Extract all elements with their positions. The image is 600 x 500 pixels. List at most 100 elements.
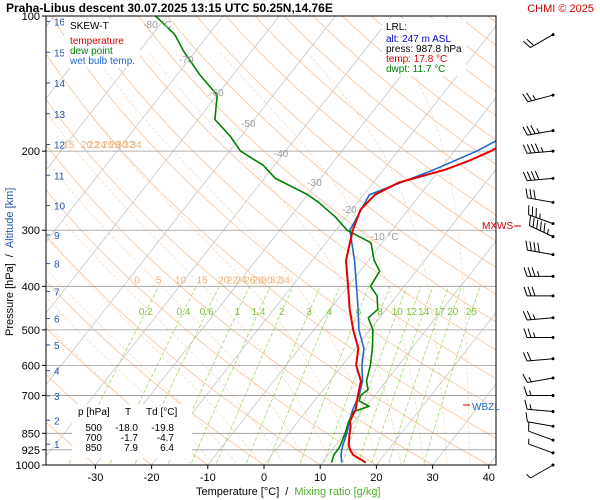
mixing-ratio-label: 0.4 <box>177 307 191 318</box>
altitude-tick-label: 11 <box>54 171 65 182</box>
mixing-ratio-label: 12 <box>406 307 418 318</box>
dry-adiabat-line <box>312 16 496 165</box>
altitude-tick-label: 6 <box>54 315 60 326</box>
potential-temp-label: 10 <box>175 275 187 286</box>
wind-barb-feather <box>526 171 532 181</box>
isotherm-line <box>319 240 496 465</box>
wind-barb-feather <box>526 351 532 361</box>
wind-barb <box>522 92 555 103</box>
lrl-dewpoint: dwpt: 11.7 °C <box>386 64 445 75</box>
wind-barb-feather <box>529 189 532 199</box>
mixing-ratio-line <box>387 286 449 465</box>
wind-barb-station <box>551 451 555 455</box>
potential-temp-label: 28 <box>109 140 121 151</box>
wind-barb-half-feather <box>547 228 549 235</box>
x-axis-label-mixing: Mixing ratio [g/kg] <box>294 486 380 498</box>
potential-temp-label: 34 <box>279 275 291 286</box>
wind-barb-feather <box>537 242 540 253</box>
y-tick-label: 300 <box>22 225 40 237</box>
lrl-title: LRL: <box>386 22 407 33</box>
altitude-tick-label: 7 <box>54 287 60 298</box>
levels-table-cell: 7.9 <box>124 443 138 454</box>
y-axis-label-altitude: Altitude [km] <box>4 188 16 249</box>
x-axis-separator: / <box>285 486 289 498</box>
credit-label: CHMI © 2025 <box>527 3 594 15</box>
y-tick-label: 1000 <box>16 460 40 472</box>
potential-temp-label: 26 <box>244 275 256 286</box>
isotherm-line <box>46 16 112 100</box>
x-tick-label: 0 <box>261 472 267 484</box>
wind-barb <box>522 310 555 321</box>
altitude-tick-label: 10 <box>54 202 66 213</box>
chart-title: Praha-Libus descent 30.07.2025 13:15 UTC… <box>6 1 333 15</box>
dry-adiabat-line <box>46 280 265 465</box>
mixing-ratio-label: 0.6 <box>200 307 214 318</box>
potential-temp-label: 30 <box>261 275 273 286</box>
dry-adiabat-line <box>254 16 496 216</box>
mixing-ratio-label: 10 <box>392 307 404 318</box>
wind-barb-staff <box>527 317 554 321</box>
wind-barb-feather <box>533 189 536 200</box>
mixing-ratio-line <box>190 286 271 465</box>
wind-barb-half-feather <box>526 474 531 479</box>
wind-barb-feather <box>530 125 536 134</box>
dry-adiabat-line <box>46 189 378 465</box>
levels-table: p [hPa] T Td [°C] 500 -18.0 -19.8 700 -1… <box>72 404 192 458</box>
wind-barb-feather <box>530 143 536 153</box>
altitude-tick-label: 15 <box>54 48 66 59</box>
wind-barb-feather <box>543 222 546 233</box>
isotherm-label: -20 <box>342 205 357 216</box>
altitude-tick-label: 5 <box>54 341 60 352</box>
legend-item-wet-bulb: wet bulb temp. <box>69 56 135 67</box>
isotherm-line <box>432 383 496 465</box>
wind-barb-feather <box>533 242 536 252</box>
mixing-ratio-label: 2 <box>279 307 285 318</box>
wind-barb-station <box>551 376 555 380</box>
isotherm-line <box>46 16 168 171</box>
mixing-ratio-label: 14 <box>418 307 430 318</box>
x-tick-label: -30 <box>87 472 103 484</box>
wind-barb-staff <box>528 443 554 454</box>
wind-barb <box>528 438 555 455</box>
moist-adiabat-line <box>46 200 286 465</box>
wind-barb-feather <box>529 241 532 251</box>
wind-barb-feather <box>525 240 528 251</box>
isotherm-line <box>207 97 496 465</box>
mixing-ratio-line <box>68 286 160 465</box>
altitude-tick-label: 13 <box>54 110 66 121</box>
levels-table-cell: 700 <box>85 433 102 444</box>
altitude-tick-label: 8 <box>54 260 60 271</box>
wind-barb-half-feather <box>536 128 540 134</box>
potential-temp-label: 34 <box>131 140 143 151</box>
wind-barb-feather <box>539 221 542 231</box>
legend: SKEW-T temperature dew point wet bulb te… <box>64 18 140 68</box>
wind-barb-feather <box>527 328 532 338</box>
wind-barb-station <box>551 222 555 226</box>
wind-barb-feather <box>534 170 540 180</box>
y-tick-label: 500 <box>22 325 40 337</box>
wind-barb-feather <box>531 267 536 277</box>
potential-temp-label: 22 <box>227 275 239 286</box>
wind-barbs <box>522 33 555 479</box>
isotherm-line <box>46 16 224 243</box>
y-tick-label: 600 <box>22 360 40 372</box>
isotherm-line <box>46 16 280 314</box>
wind-barb-staff <box>527 150 554 154</box>
wind-barb <box>523 328 555 339</box>
moist-adiabat-line <box>46 159 309 465</box>
wind-barb-half-feather <box>529 390 532 396</box>
mixing-ratio-label: 20 <box>447 307 459 318</box>
levels-table-cell: 500 <box>85 423 102 434</box>
x-tick-label: 20 <box>370 472 382 484</box>
wind-barb-feather <box>525 412 528 422</box>
potential-temp-label: 0 <box>134 275 140 286</box>
dry-adiabat-line <box>46 98 490 465</box>
dry-adiabat-line <box>46 373 153 465</box>
moist-adiabat-line <box>148 51 402 465</box>
wind-barb-feather <box>528 216 532 226</box>
wind-barb-feather <box>526 125 532 135</box>
series-layer <box>155 16 496 464</box>
potential-temp-label: 5 <box>156 275 162 286</box>
dry-adiabat-line <box>50 16 496 409</box>
